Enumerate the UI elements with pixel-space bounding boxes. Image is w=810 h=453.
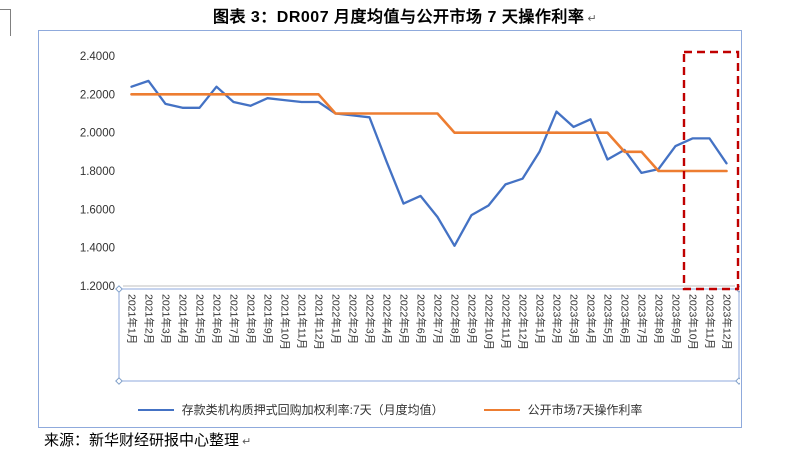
- x-axis-label: 2023年9月: [670, 294, 683, 344]
- x-axis-label: 2021年5月: [194, 294, 207, 344]
- x-axis-label: 2022年1月: [330, 294, 343, 344]
- y-axis-label: 1.4000: [80, 243, 115, 255]
- x-axis-label: 2021年3月: [160, 294, 173, 344]
- chart-title-text: 图表 3：DR007 月度均值与公开市场 7 天操作利率: [212, 9, 585, 26]
- chart-legend: 存款类机构质押式回购加权利率:7天（月度均值） 公开市场7天操作利率: [39, 401, 741, 418]
- y-axis-label: 1.2000: [80, 281, 115, 293]
- selection-handle-icon[interactable]: [115, 285, 123, 293]
- series-line-1: [130, 92, 728, 173]
- x-axis-label: 2021年1月: [126, 294, 139, 344]
- x-axis-label: 2022年11月: [500, 294, 513, 349]
- legend-label: 存款类机构质押式回购加权利率:7天（月度均值）: [181, 403, 444, 417]
- x-axis-label: 2023年5月: [602, 294, 615, 344]
- selection-handle-icon[interactable]: [735, 377, 740, 385]
- legend-label: 公开市场7天操作利率: [527, 403, 643, 417]
- x-axis-label: 2023年10月: [687, 294, 700, 350]
- y-axis-label: 2.4000: [80, 51, 115, 63]
- x-axis-label: 2023年6月: [619, 294, 632, 344]
- selection-handle-icon[interactable]: [115, 377, 123, 385]
- paragraph-mark-icon: ↵: [242, 436, 252, 448]
- x-axis-label: 2023年12月: [721, 294, 734, 350]
- chart-container[interactable]: 1.2000 1.4000 1.6000 1.8000 2.0000 2.2000 2.40…: [38, 30, 742, 428]
- series-line-0: [130, 79, 728, 247]
- legend-line-icon: [137, 408, 174, 411]
- x-axis-label-box: [118, 288, 740, 382]
- page-corner-mark: [0, 9, 11, 36]
- x-axis-label: 2023年3月: [568, 294, 581, 344]
- x-axis-label: 2022年12月: [517, 294, 530, 350]
- x-axis-label: 2023年4月: [585, 294, 598, 344]
- x-axis-label: 2022年7月: [432, 294, 445, 344]
- x-axis-label: 2023年8月: [653, 294, 666, 344]
- x-axis-label: 2021年8月: [245, 294, 258, 344]
- x-axis-label: 2022年4月: [381, 294, 394, 344]
- x-axis-label: 2022年6月: [415, 294, 428, 344]
- x-axis-label: 2021年4月: [177, 294, 190, 344]
- x-axis-label: 2023年1月: [534, 294, 547, 344]
- page-title: 图表 3：DR007 月度均值与公开市场 7 天操作利率 ↵: [0, 3, 810, 27]
- x-axis-label: 2022年3月: [364, 294, 377, 344]
- x-axis-label: 2022年8月: [449, 294, 462, 344]
- x-axis-label: 2021年7月: [228, 294, 241, 344]
- x-axis-label: 2023年11月: [704, 294, 717, 349]
- y-axis-label: 2.0000: [80, 128, 115, 140]
- x-axis-label: 2022年5月: [398, 294, 411, 344]
- y-axis-label: 2.2000: [80, 89, 115, 101]
- legend-line-icon: [483, 408, 520, 411]
- dr007-line-chart: 1.2000 1.4000 1.6000 1.8000 2.0000 2.2000 2.40…: [80, 50, 740, 385]
- y-axis-label: 1.6000: [80, 204, 115, 216]
- x-axis-label: 2022年9月: [466, 294, 479, 344]
- x-axis-label: 2023年7月: [636, 294, 649, 344]
- x-axis-label: 2022年2月: [347, 294, 360, 344]
- x-axis-label: 2021年11月: [296, 294, 309, 349]
- paragraph-mark-icon: ↵: [587, 13, 598, 25]
- legend-item-0: 存款类机构质押式回购加权利率:7天（月度均值）: [137, 401, 444, 418]
- highlight-box: [682, 50, 740, 291]
- x-axis-label: 2022年10月: [483, 294, 496, 350]
- y-axis-label: 1.8000: [80, 166, 115, 178]
- source-text: 来源：新华财经研报中心整理: [44, 432, 240, 449]
- x-axis-label: 2021年9月: [262, 294, 275, 344]
- x-axis-label: 2023年2月: [551, 294, 564, 344]
- legend-item-1: 公开市场7天操作利率: [483, 401, 643, 418]
- x-axis-label: 2021年10月: [279, 294, 292, 350]
- x-axis-label: 2021年6月: [211, 294, 224, 344]
- x-axis-label: 2021年2月: [143, 294, 156, 344]
- source-note: 来源：新华财经研报中心整理 ↵: [44, 429, 251, 450]
- x-axis-label: 2021年12月: [313, 294, 326, 350]
